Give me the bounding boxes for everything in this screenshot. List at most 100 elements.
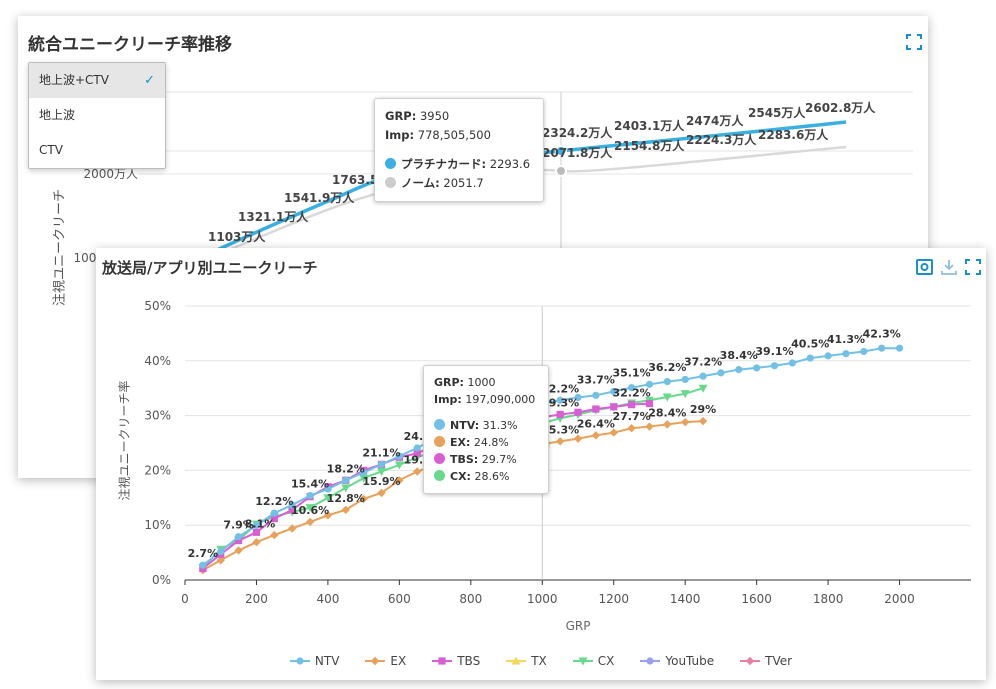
data-point-ntv[interactable] <box>592 391 600 399</box>
data-point-ntv[interactable] <box>217 547 225 556</box>
data-point-tbs[interactable] <box>592 405 600 413</box>
data-point-ntv[interactable] <box>234 533 243 541</box>
data-point-ntv[interactable] <box>574 393 582 402</box>
data-point-ex[interactable] <box>216 556 225 565</box>
legend-marker-youtube[interactable] <box>646 657 654 665</box>
data-point-ntv[interactable] <box>270 509 278 517</box>
dropdown-item-terrestrial[interactable]: 地上波 <box>39 108 76 122</box>
data-label-ex: 10.6% <box>291 504 329 517</box>
data-point-ex[interactable] <box>573 434 583 443</box>
data-point-ntv[interactable] <box>770 362 779 370</box>
legend-item-cx[interactable]: CX <box>572 654 614 668</box>
data-point-cx[interactable] <box>680 390 690 399</box>
data-point-ex[interactable] <box>234 546 243 555</box>
legend-marker-cx[interactable] <box>578 657 588 666</box>
data-point-tbs[interactable] <box>288 506 296 514</box>
download-icon[interactable] <box>941 259 957 279</box>
legend-marker-tbs[interactable] <box>438 657 446 665</box>
data-point-tbs[interactable] <box>574 408 582 416</box>
data-point-tbs[interactable] <box>610 403 618 411</box>
data-point-ntv[interactable] <box>377 460 386 468</box>
legend-item-youtube[interactable]: YouTube <box>640 654 714 668</box>
data-point-cx[interactable] <box>341 484 351 493</box>
data-point-ntv[interactable] <box>556 396 564 404</box>
data-point-tbs[interactable] <box>627 401 636 409</box>
data-point-tbs[interactable] <box>252 528 261 536</box>
data-point-ex[interactable] <box>663 420 672 429</box>
highlight-point-norm[interactable] <box>555 165 567 177</box>
data-point-tbs[interactable] <box>413 449 421 458</box>
data-point-ex[interactable] <box>270 530 279 540</box>
dropdown-item-terrestrial-ctv[interactable]: 地上波+CTV ✓ <box>29 63 165 98</box>
legend-label: TVer <box>765 654 793 668</box>
legend-marker-ntv[interactable] <box>296 657 304 665</box>
data-point-ntv[interactable] <box>842 350 850 358</box>
data-point-ntv[interactable] <box>681 375 689 384</box>
data-label-norm: 2283.6万人 <box>758 127 829 142</box>
data-point-ntv[interactable] <box>663 378 671 386</box>
data-point-ex[interactable] <box>395 476 404 485</box>
data-point-ntv[interactable] <box>645 380 654 388</box>
data-point-ex[interactable] <box>341 505 350 515</box>
data-point-ntv[interactable] <box>610 387 618 396</box>
data-point-ntv[interactable] <box>395 452 403 460</box>
data-point-ntv[interactable] <box>306 492 314 500</box>
data-point-tbs[interactable] <box>556 410 564 419</box>
data-point-ex[interactable] <box>609 428 618 437</box>
data-point-cx[interactable] <box>394 461 404 470</box>
data-point-ntv[interactable] <box>342 476 350 484</box>
fullscreen-icon[interactable] <box>965 259 981 279</box>
data-point-ntv[interactable] <box>413 444 421 452</box>
back-chart-tooltip: GRP: 3950 Imp: 778,505,500 プラチナカード: 2293… <box>374 98 544 202</box>
data-point-ntv[interactable] <box>895 344 904 352</box>
legend-marker-tver[interactable] <box>745 656 755 666</box>
data-point-ntv[interactable] <box>360 468 368 477</box>
data-point-ntv[interactable] <box>753 364 761 372</box>
data-point-ntv[interactable] <box>824 352 832 360</box>
data-point-ntv[interactable] <box>252 521 261 529</box>
data-point-tbs[interactable] <box>234 536 243 545</box>
data-point-ex[interactable] <box>591 431 601 440</box>
legend-marker-ex[interactable] <box>371 656 380 666</box>
data-point-ntv[interactable] <box>288 501 296 509</box>
data-point-cx[interactable] <box>662 393 672 402</box>
data-point-ex[interactable] <box>359 494 368 504</box>
legend-item-ntv[interactable]: NTV <box>289 654 339 668</box>
data-point-ex[interactable] <box>555 437 565 446</box>
data-point-ex[interactable] <box>413 467 422 476</box>
data-point-tbs[interactable] <box>645 399 654 408</box>
data-point-ntv[interactable] <box>627 384 636 392</box>
data-point-ex[interactable] <box>627 424 636 433</box>
data-point-ntv[interactable] <box>324 485 332 493</box>
fullscreen-icon[interactable] <box>906 34 922 54</box>
data-point-cx[interactable] <box>359 474 369 483</box>
legend-item-ex[interactable]: EX <box>365 654 406 668</box>
data-point-tbs[interactable] <box>270 515 278 523</box>
data-point-ntv[interactable] <box>878 344 886 352</box>
data-point-ex[interactable] <box>252 537 261 547</box>
data-point-ntv[interactable] <box>699 372 707 380</box>
data-point-ntv[interactable] <box>860 347 868 356</box>
camera-icon[interactable] <box>916 259 933 279</box>
legend-item-tx[interactable]: TX <box>506 654 547 668</box>
data-point-ntv[interactable] <box>806 354 814 362</box>
data-point-ntv[interactable] <box>735 365 743 374</box>
data-point-cx[interactable] <box>377 467 386 476</box>
legend-item-tbs[interactable]: TBS <box>432 654 480 668</box>
data-point-ntv[interactable] <box>199 561 207 569</box>
data-point-ntv[interactable] <box>788 359 796 367</box>
data-point-cx[interactable] <box>698 384 708 393</box>
data-point-ex[interactable] <box>698 416 708 426</box>
highlight-point-platinum[interactable] <box>555 145 567 157</box>
data-point-cx[interactable] <box>323 494 333 503</box>
data-point-ntv[interactable] <box>717 369 725 377</box>
data-point-ex[interactable] <box>680 417 690 427</box>
legend-item-tver[interactable]: TVer <box>740 654 792 668</box>
data-point-cx[interactable] <box>305 504 315 513</box>
legend-marker-tx[interactable] <box>511 656 521 665</box>
data-point-ex[interactable] <box>305 517 315 527</box>
data-point-ex[interactable] <box>645 422 654 431</box>
series-select-dropdown[interactable]: 地上波+CTV ✓ 地上波 CTV <box>28 62 166 169</box>
data-point-ex[interactable] <box>377 488 386 498</box>
dropdown-item-ctv[interactable]: CTV <box>39 143 63 157</box>
